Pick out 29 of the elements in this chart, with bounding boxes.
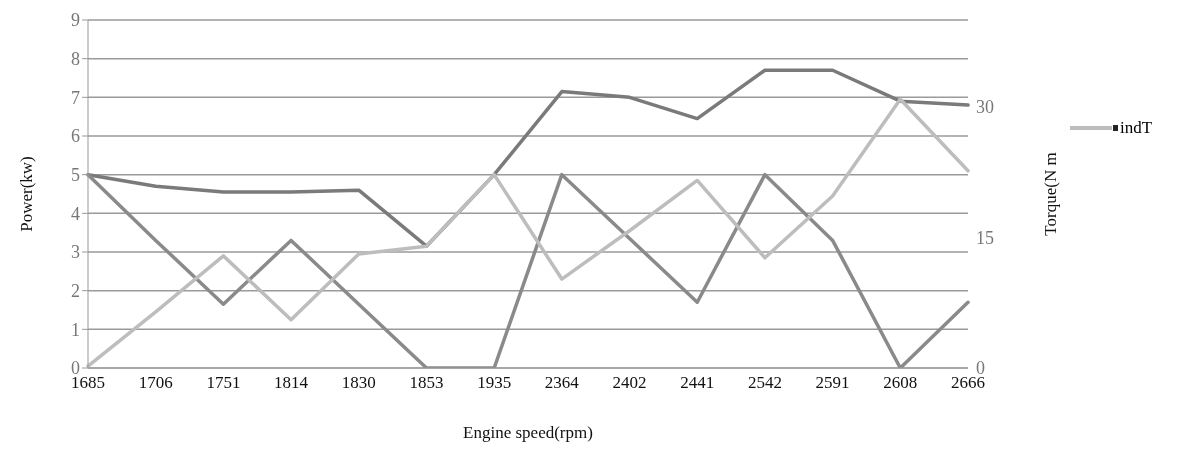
x-tick-label: 2542 [747, 373, 782, 393]
y-tick-label: 4 [71, 203, 80, 224]
x-tick-label: 1853 [409, 373, 444, 393]
x-axis-title: Engine speed(rpm) [463, 423, 593, 442]
x-tick-label: 2441 [680, 373, 715, 393]
x-tick-label: 2364 [544, 373, 580, 393]
x-tick-label: 1830 [341, 373, 376, 393]
y2-tick-label: 30 [976, 97, 994, 118]
y-tick-label: 7 [71, 87, 80, 108]
legend-label: indT [1120, 118, 1153, 138]
y-tick-label: 2 [71, 281, 80, 302]
y2-tick-label: 15 [976, 227, 994, 248]
x-tick-label: 2402 [612, 373, 647, 393]
y-tick-label: 9 [71, 10, 80, 31]
x-tick-label: 2591 [815, 373, 850, 393]
y-tick-label: 5 [71, 165, 80, 186]
x-tick-label: 1814 [274, 373, 309, 393]
x-tick-label: 1935 [477, 373, 512, 393]
x-tick-label: 2666 [951, 373, 985, 393]
x-tick-label: 1706 [138, 373, 173, 393]
y-tick-label: 1 [71, 319, 80, 340]
x-tick-label: 2608 [883, 373, 918, 393]
y-tick-label: 3 [71, 242, 80, 263]
y2-axis-title: Torque(N m [1041, 152, 1061, 236]
x-tick-label: 1685 [71, 373, 105, 393]
y-axis-title: Power(kw) [17, 156, 37, 232]
x-tick-label: 1751 [206, 373, 241, 393]
y-tick-label: 8 [71, 49, 80, 70]
y-tick-label: 6 [71, 126, 80, 147]
